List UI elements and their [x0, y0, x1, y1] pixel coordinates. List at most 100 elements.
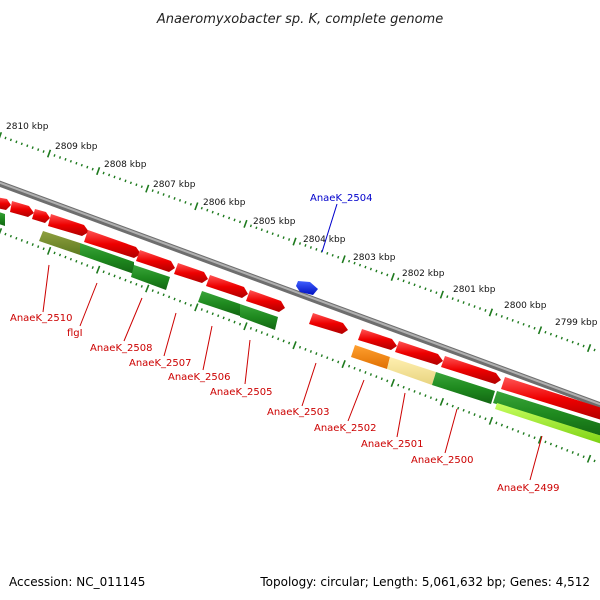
minor-tick [113, 175, 116, 179]
minor-tick [86, 264, 89, 267]
gene-label[interactable]: AnaeK_2502 [314, 423, 376, 434]
leader-line [244, 339, 251, 385]
gene-arrow[interactable] [358, 329, 397, 350]
gene-label[interactable]: flgI [67, 328, 83, 339]
minor-tick [108, 173, 111, 177]
minor-tick [468, 303, 471, 306]
minor-tick [517, 430, 520, 433]
minor-tick [369, 267, 372, 271]
gene-arrow[interactable] [309, 313, 348, 334]
minor-tick [42, 150, 45, 153]
gene-arrow[interactable] [246, 290, 285, 312]
minor-tick [9, 234, 12, 238]
minor-tick [435, 398, 438, 402]
minor-tick [577, 453, 580, 456]
gene-label[interactable]: AnaeK_2506 [168, 372, 230, 383]
accession-text: Accession: NC_011145 [9, 575, 145, 589]
major-tick [0, 228, 3, 235]
minor-tick [271, 232, 274, 236]
minor-tick [238, 220, 242, 224]
gene-label[interactable]: AnaeK_2507 [129, 358, 191, 369]
gene-arrow[interactable] [10, 201, 34, 217]
minor-tick [75, 161, 78, 165]
minor-tick [233, 320, 236, 324]
minor-tick [593, 459, 596, 463]
minor-tick [168, 195, 171, 198]
gene-arrow[interactable] [495, 403, 600, 445]
gene-arrow[interactable] [501, 377, 600, 421]
major-tick [0, 131, 3, 139]
leader-line [396, 392, 406, 438]
gene-arrow[interactable] [351, 345, 390, 369]
gene-arrow[interactable] [240, 304, 278, 330]
minor-tick [288, 238, 291, 241]
minor-tick [162, 293, 165, 297]
minor-tick [260, 331, 263, 334]
gene-arrow[interactable] [131, 265, 170, 290]
gene-arrow[interactable] [0, 197, 11, 210]
minor-tick [566, 338, 569, 342]
minor-tick [462, 301, 465, 304]
gene-label[interactable]: AnaeK_2508 [90, 343, 152, 354]
gene-arrow[interactable] [48, 214, 89, 236]
minor-tick [173, 197, 176, 200]
minor-tick [4, 232, 7, 236]
minor-tick [418, 392, 422, 395]
minor-tick [140, 185, 143, 189]
gene-arrow[interactable] [198, 291, 240, 316]
gene-label[interactable]: AnaeK_2504 [310, 193, 372, 204]
minor-tick [315, 248, 318, 251]
gene-arrow[interactable] [174, 263, 208, 283]
gene-arrow[interactable] [395, 341, 443, 365]
gene-label[interactable]: AnaeK_2505 [210, 387, 272, 398]
minor-tick [424, 287, 427, 291]
gene-arrow[interactable] [136, 250, 175, 272]
gene-arrow[interactable] [387, 357, 436, 385]
minor-tick [31, 146, 34, 150]
gene-arrow[interactable] [0, 211, 5, 226]
minor-tick [358, 368, 362, 372]
minor-tick [473, 413, 476, 416]
minor-tick [451, 297, 454, 300]
gene-arrow[interactable] [206, 275, 248, 298]
minor-tick [178, 299, 182, 303]
minor-tick [249, 224, 252, 228]
minor-tick [211, 210, 214, 214]
gene-arrow[interactable] [493, 391, 600, 437]
leader-line [202, 325, 213, 371]
minor-tick [484, 417, 487, 421]
scale-label: 2807 kbp [153, 180, 196, 190]
minor-tick [26, 144, 29, 148]
minor-tick [577, 342, 580, 346]
gene-label[interactable]: AnaeK_2501 [361, 439, 423, 450]
minor-tick [495, 421, 498, 425]
minor-tick [517, 320, 520, 324]
leader-line [301, 362, 317, 407]
gene-arrow[interactable] [432, 372, 495, 404]
gene-arrow[interactable] [39, 231, 80, 255]
gene-arrow[interactable] [84, 230, 141, 258]
gene-arrow[interactable] [32, 209, 50, 223]
gene-arrow[interactable] [441, 356, 501, 384]
map-title: Anaeromyxobacter sp. K, complete genome [156, 12, 443, 27]
leader-line [529, 435, 543, 481]
minor-tick [380, 377, 383, 381]
gene-arrow[interactable] [80, 243, 134, 274]
inner-tick-arc [0, 228, 596, 463]
gene-label[interactable]: AnaeK_2499 [497, 483, 559, 494]
minor-tick [522, 432, 525, 435]
minor-tick [353, 261, 356, 265]
gene-label[interactable]: AnaeK_2503 [267, 407, 329, 418]
minor-tick [369, 373, 372, 376]
minor-tick [446, 402, 449, 406]
gene-arrow-anaek-2504[interactable] [296, 281, 318, 295]
minor-tick [64, 157, 67, 161]
gene-label[interactable]: AnaeK_2500 [411, 455, 473, 466]
scale-label: 2804 kbp [303, 235, 346, 245]
gene-label[interactable]: AnaeK_2510 [10, 313, 72, 324]
minor-tick [348, 259, 351, 263]
minor-tick [282, 339, 285, 343]
minor-tick [58, 253, 62, 257]
reverse-strand-genes [0, 211, 600, 445]
minor-tick [222, 316, 225, 320]
